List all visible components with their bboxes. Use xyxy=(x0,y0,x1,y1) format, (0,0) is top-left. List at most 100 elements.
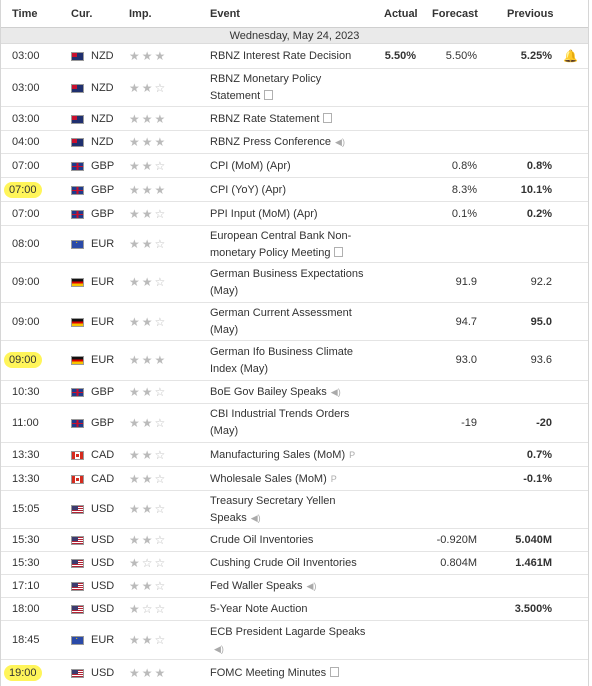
importance-stars-icon: ★★☆ xyxy=(129,237,168,251)
col-currency-header[interactable]: Cur. xyxy=(71,8,93,20)
event-link[interactable]: CBI Industrial Trends Orders (May) xyxy=(210,406,360,440)
alert-bell-icon[interactable]: 🔔 xyxy=(563,49,578,63)
event-name: RBNZ Monetary Policy Statement xyxy=(210,73,322,102)
event-link[interactable]: BoE Gov Bailey Speaks ◀) xyxy=(210,384,375,401)
importance-stars-icon: ★★☆ xyxy=(129,502,168,516)
table-row[interactable]: 07:00 GBP ★★☆ PPI Input (MoM) (Apr) 0.1%… xyxy=(1,202,588,226)
importance-stars-icon: ★★☆ xyxy=(129,315,168,329)
event-time: 09:00 xyxy=(12,316,40,328)
currency: NZD xyxy=(91,82,114,94)
document-icon xyxy=(334,247,344,257)
importance-stars-icon: ★★☆ xyxy=(129,385,168,399)
event-link[interactable]: Manufacturing Sales (MoM) P xyxy=(210,447,375,464)
importance-stars-icon: ★★☆ xyxy=(129,207,168,221)
table-row[interactable]: 03:00 NZD ★★☆ RBNZ Monetary Policy State… xyxy=(1,69,588,107)
table-row[interactable]: 08:00 EUR ★★☆ European Central Bank Non-… xyxy=(1,226,588,263)
currency: USD xyxy=(91,557,115,569)
importance-stars-icon: ★★★ xyxy=(129,135,168,149)
document-icon xyxy=(330,667,340,677)
table-row[interactable]: 15:30 USD ★☆☆ Cushing Crude Oil Inventor… xyxy=(1,552,588,575)
table-row[interactable]: 13:30 CAD ★★☆ Manufacturing Sales (MoM) P… xyxy=(1,443,588,467)
event-link[interactable]: RBNZ Rate Statement xyxy=(210,111,375,128)
event-name: FOMC Meeting Minutes xyxy=(210,667,327,679)
table-row[interactable]: 10:30 GBP ★★☆ BoE Gov Bailey Speaks ◀) xyxy=(1,381,588,404)
event-link[interactable]: ECB President Lagarde Speaks ◀) xyxy=(210,624,375,658)
event-time: 17:10 xyxy=(12,580,40,592)
currency: USD xyxy=(91,603,115,615)
col-previous-header[interactable]: Previous xyxy=(507,8,554,20)
event-link[interactable]: German Current Assessment (May) xyxy=(210,305,360,339)
currency: EUR xyxy=(91,316,115,328)
table-row[interactable]: 07:00 GBP ★★★ CPI (YoY) (Apr) 8.3% 10.1% xyxy=(1,178,588,202)
importance-stars-icon: ★★☆ xyxy=(129,633,168,647)
uk-flag-icon xyxy=(71,162,84,171)
event-link[interactable]: 5-Year Note Auction xyxy=(210,601,375,618)
table-row[interactable]: 15:30 USD ★★☆ Crude Oil Inventories -0.9… xyxy=(1,529,588,552)
table-row[interactable]: 03:00 NZD ★★★ RBNZ Rate Statement xyxy=(1,107,588,131)
currency: GBP xyxy=(91,386,115,398)
de-flag-icon xyxy=(71,318,84,327)
importance-stars-icon: ★★☆ xyxy=(129,579,168,593)
event-link[interactable]: European Central Bank Non-monetary Polic… xyxy=(210,228,360,262)
importance-stars-icon: ★★★ xyxy=(129,112,168,126)
event-link[interactable]: RBNZ Press Conference ◀) xyxy=(210,134,375,151)
event-link[interactable]: German Business Expectations (May) xyxy=(210,266,368,300)
previous-value: 3.500% xyxy=(514,603,552,615)
col-forecast-header[interactable]: Forecast xyxy=(432,8,478,20)
event-link[interactable]: RBNZ Interest Rate Decision xyxy=(210,48,375,65)
currency: EUR xyxy=(91,276,115,288)
event-link[interactable]: CPI (YoY) (Apr) xyxy=(210,182,375,199)
currency: GBP xyxy=(91,208,115,220)
table-row[interactable]: 19:00 USD ★★★ FOMC Meeting Minutes xyxy=(1,660,588,686)
event-link[interactable]: Crude Oil Inventories xyxy=(210,532,375,549)
col-importance-header[interactable]: Imp. xyxy=(129,8,152,20)
col-event-header[interactable]: Event xyxy=(210,8,240,20)
table-row[interactable]: 09:00 EUR ★★☆ German Current Assessment … xyxy=(1,303,588,341)
event-time: 18:45 xyxy=(12,634,40,646)
table-row[interactable]: 09:00 EUR ★★★ German Ifo Business Climat… xyxy=(1,341,588,381)
event-link[interactable]: Wholesale Sales (MoM) P xyxy=(210,471,375,488)
importance-stars-icon: ★★★ xyxy=(129,353,168,367)
event-name: ECB President Lagarde Speaks xyxy=(210,626,366,638)
table-row[interactable]: 18:45 EUR ★★☆ ECB President Lagarde Spea… xyxy=(1,621,588,660)
previous-value: 5.040M xyxy=(515,534,552,546)
event-name: PPI Input (MoM) (Apr) xyxy=(210,208,318,220)
table-row[interactable]: 17:10 USD ★★☆ Fed Waller Speaks ◀) xyxy=(1,575,588,598)
de-flag-icon xyxy=(71,356,84,365)
event-link[interactable]: Cushing Crude Oil Inventories xyxy=(210,555,385,572)
table-row[interactable]: 03:00 NZD ★★★ RBNZ Interest Rate Decisio… xyxy=(1,44,588,69)
event-link[interactable]: RBNZ Monetary Policy Statement xyxy=(210,71,340,105)
col-time-header[interactable]: Time xyxy=(12,8,38,20)
event-name: RBNZ Press Conference xyxy=(210,136,332,148)
previous-value: -0.1% xyxy=(523,473,552,485)
importance-stars-icon: ★★★ xyxy=(129,183,168,197)
currency: EUR xyxy=(91,634,115,646)
us-flag-icon xyxy=(71,505,84,514)
table-row[interactable]: 11:00 GBP ★★☆ CBI Industrial Trends Orde… xyxy=(1,404,588,443)
event-link[interactable]: German Ifo Business Climate Index (May) xyxy=(210,344,360,378)
event-link[interactable]: PPI Input (MoM) (Apr) xyxy=(210,206,375,223)
col-actual-header[interactable]: Actual xyxy=(384,8,418,20)
event-time: 07:00 xyxy=(12,208,40,220)
table-row[interactable]: 15:05 USD ★★☆ Treasury Secretary Yellen … xyxy=(1,491,588,529)
event-link[interactable]: Fed Waller Speaks ◀) xyxy=(210,578,375,595)
uk-flag-icon xyxy=(71,186,84,195)
event-name: Manufacturing Sales (MoM) xyxy=(210,449,346,461)
currency: GBP xyxy=(91,160,115,172)
us-flag-icon xyxy=(71,559,84,568)
event-link[interactable]: Treasury Secretary Yellen Speaks ◀) xyxy=(210,493,345,527)
table-row[interactable]: 18:00 USD ★☆☆ 5-Year Note Auction 3.500% xyxy=(1,598,588,621)
event-name: Wholesale Sales (MoM) xyxy=(210,473,327,485)
event-name: Treasury Secretary Yellen Speaks xyxy=(210,495,336,524)
table-row[interactable]: 04:00 NZD ★★★ RBNZ Press Conference ◀) xyxy=(1,131,588,154)
table-row[interactable]: 09:00 EUR ★★☆ German Business Expectatio… xyxy=(1,263,588,303)
previous-value: 5.25% xyxy=(520,50,552,62)
event-link[interactable]: CPI (MoM) (Apr) xyxy=(210,158,375,175)
currency: EUR xyxy=(91,354,115,366)
table-row[interactable]: 07:00 GBP ★★☆ CPI (MoM) (Apr) 0.8% 0.8% xyxy=(1,154,588,178)
preliminary-icon: P xyxy=(349,450,356,460)
table-row[interactable]: 13:30 CAD ★★☆ Wholesale Sales (MoM) P -0.… xyxy=(1,467,588,491)
event-link[interactable]: FOMC Meeting Minutes xyxy=(210,665,375,682)
nz-flag-icon xyxy=(71,52,84,61)
